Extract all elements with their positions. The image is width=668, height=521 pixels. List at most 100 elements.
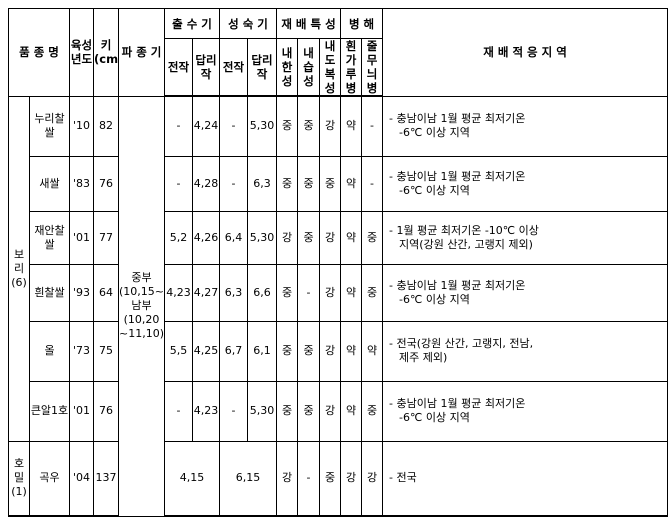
header-heading: 출 수 기 [164,8,220,39]
stripe-disease: - [361,95,384,157]
header-maturity-paddy: 답리작 [247,38,277,97]
heading-paddy: 4,26 [192,210,220,265]
table-row: 큰알1호 '01 76-4,23-5,30 중 중 강 약 중 - 충남이남 1월 평균 최저기… [9,380,668,442]
maturity-prev: 6,4 [219,210,248,265]
powdery-mildew: 약 [340,263,363,322]
sowing-line: 남부 [131,299,152,312]
lodging-resistance: 중 [318,155,342,212]
heading-paddy: 4,27 [192,263,220,322]
region-line: - 충남이남 1월 평균 최저기온 [389,397,526,410]
header-stripe: 줄무늬병 [361,38,384,97]
region-line: -6℃ 이상 지역 [399,126,470,139]
powdery-mildew: 약 [340,320,363,382]
heading-paddy: 4,23 [192,380,220,442]
barley-variety-table: 품 종 명 육성 년도 키 (cm) 파 종 기 출 수 기 성 숙 기 재 배… [8,8,668,517]
table-body: 보리(6)누리찰쌀'1082중부(10,15~31)남부(10,20~11,10… [8,95,668,517]
powdery-mildew: 약 [340,380,363,442]
stripe-disease: 중 [361,380,384,442]
header-maturity: 성 숙 기 [219,8,277,39]
lodging-resistance: 강 [318,320,342,382]
header-heading-prev: 전작 [164,38,193,97]
powdery-mildew: 약 [340,95,363,157]
region-line: -6℃ 이상 지역 [399,183,470,197]
wet-tolerance: 중 [297,210,320,265]
sowing-line: (10,20 [123,313,160,326]
wet-tolerance: 중 [297,320,320,382]
header-maturity-prev: 전작 [219,38,248,97]
lodging-resistance: 강 [318,95,342,157]
header-sowing: 파 종 기 [118,8,165,97]
stripe-disease: 약 [361,320,384,382]
maturity-paddy: 6,1 [247,320,277,382]
region-cell: - 1월 평균 최저기온 -10℃ 이상 지역(강원 산간, 고랭지 제외) [382,210,668,265]
stripe-disease: 중 [361,210,384,265]
wet-tolerance: 중 [297,95,320,157]
region-cell: - 충남이남 1월 평균 최저기온 -6℃ 이상 지역 [382,155,668,212]
stripe-disease: 강 [361,440,384,517]
lodging-resistance: 강 [318,380,342,442]
plant-height: 76 [93,155,119,212]
heading-prev: - [164,380,193,442]
cold-tolerance: 중 [276,95,298,157]
region-cell: - 전국(강원 산간, 고랭지, 전남, 제주 제외) [382,320,668,382]
breeding-year: '10 [69,95,94,157]
sowing-line: 중부 [131,271,152,284]
variety-name: 큰알1호 [29,380,70,442]
maturity-prev: - [219,95,248,157]
plant-height: 137 [93,440,119,517]
region-line: - 충남이남 1월 평균 최저기온 [389,169,526,183]
maturity-paddy: 5,30 [247,210,277,265]
variety-name: 누리찰쌀 [29,95,70,157]
cold-tolerance: 중 [276,320,298,382]
region-cell: - 충남이남 1월 평균 최저기온 -6℃ 이상 지역 [382,263,668,322]
cold-tolerance: 중 [276,380,298,442]
powdery-mildew: 약 [340,155,363,212]
maturity-date: 6,15 [219,440,277,517]
region-line: - 1월 평균 최저기온 -10℃ 이상 [389,223,539,237]
sowing-line: (10,15~31) [119,285,164,298]
plant-height: 75 [93,320,119,382]
table-row: 호밀 (1) 곡우 '04 137 4,15 6,15 강 - 중 강 강 - 전국 [8,440,668,517]
breeding-year: '93 [69,263,94,322]
table-row: 보리(6)누리찰쌀'1082중부(10,15~31)남부(10,20~11,10… [8,95,668,517]
heading-date: 4,15 [164,440,220,517]
sowing-period: 중부(10,15~31)남부(10,20~11,10) [118,95,165,517]
variety-name: 올 [29,320,70,382]
lodging-resistance: 중 [318,440,342,517]
header-wet: 내습성 [297,38,320,97]
stripe-disease: 중 [361,263,384,322]
table-row: 재안찰쌀 '01 77 5,2 4,26 6,4 5,30 강 중 강 약 중 - 1월 평균 최저기온… [9,210,668,265]
breeding-year: '01 [69,380,94,442]
maturity-prev: 6,3 [219,263,248,322]
wet-tolerance: 중 [297,155,320,212]
header-traits: 재 배 특 성 [275,8,342,39]
plant-height: 77 [93,210,119,265]
region-line: - 충남이남 1월 평균 최저기온 [389,112,526,125]
region-line: 지역(강원 산간, 고랭지 제외) [399,237,533,251]
heading-paddy: 4,28 [192,155,220,212]
region-cell: - 전국 [382,440,668,517]
heading-prev: 4,23 [164,263,193,322]
header-region: 재 배 적 응 지 역 [382,8,668,97]
maturity-paddy: 6,6 [247,263,277,322]
cold-tolerance: 강 [276,440,298,517]
breeding-year: '83 [69,155,94,212]
header-row-1: 품 종 명 육성 년도 키 (cm) 파 종 기 출 수 기 성 숙 기 재 배… [8,8,668,97]
group-barley: 보리 (6) [8,95,30,442]
header-row-2: 전작 답리작 전작 답리작 내한성 내습성 내도복성 흰가루병 줄무늬병 [9,38,668,97]
header-variety: 품 종 명 [8,8,70,97]
header-disease: 병 해 [340,8,384,39]
table-row: 새쌀 '83 76-4,28-6,3 중 중 중 약 - - 충남이남 1월 평균 최저기온 -6… [9,155,668,212]
header-mildew: 흰가루병 [340,38,363,97]
breeding-year: '04 [69,440,94,517]
region-cell: - 충남이남 1월 평균 최저기온 -6℃ 이상 지역 [382,95,668,157]
cold-tolerance: 중 [276,155,298,212]
region-line: - 전국 [389,471,417,485]
sowing-line: ~11,10) [119,327,164,340]
plant-height: 64 [93,263,119,322]
heading-paddy: 4,24 [192,95,220,157]
group-rye: 호밀 (1) [8,440,30,517]
lodging-resistance: 강 [318,263,342,322]
cold-tolerance: 강 [276,210,298,265]
wet-tolerance: - [297,440,320,517]
